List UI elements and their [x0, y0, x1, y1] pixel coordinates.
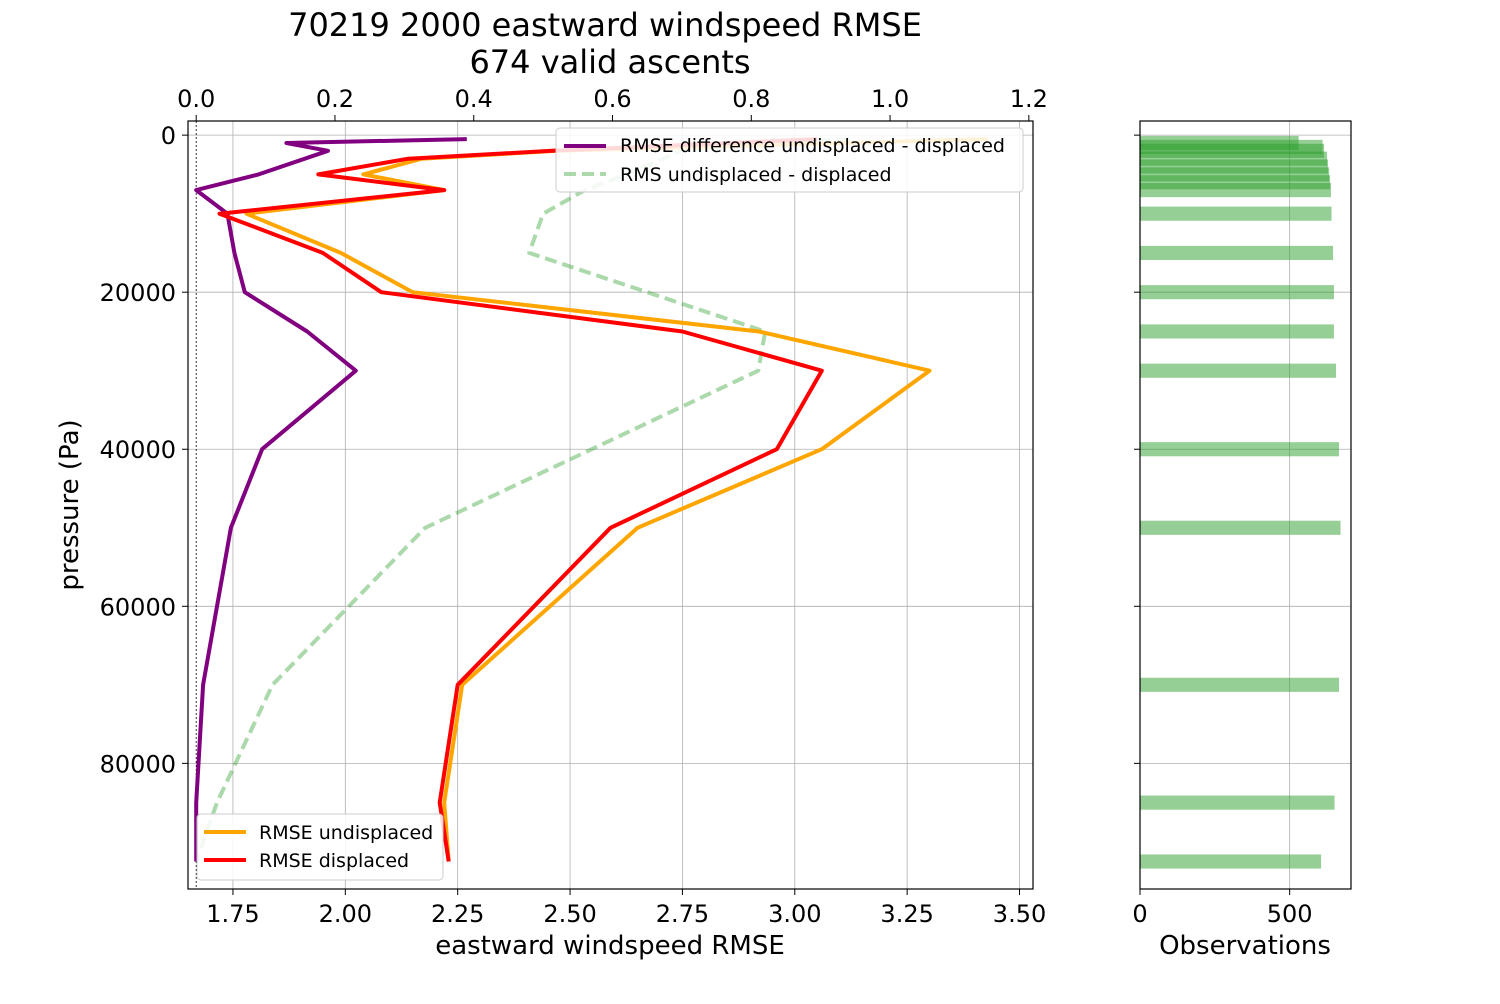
x-tick-label: 2.00	[319, 900, 372, 928]
legend-top-right-box	[555, 127, 1024, 193]
x-axis-label: eastward windspeed RMSE	[435, 931, 785, 961]
y-tick-label: 20000	[100, 279, 176, 307]
top-x-tick-label: 0.4	[455, 85, 493, 113]
x-tick-label: 3.25	[880, 900, 933, 928]
top-x-tick-label: 0.0	[177, 85, 215, 113]
series-line-rmse-difference-undisplaced-displaced	[194, 137, 467, 862]
main-grid	[188, 121, 1033, 889]
top-x-tick-label: 0.2	[316, 85, 354, 113]
legend-label-rmse-undisplaced: RMSE undisplaced	[259, 822, 433, 844]
legend-label-rmse-difference: RMSE difference undisplaced - displaced	[620, 135, 1005, 157]
figure-subtitle: 674 valid ascents	[469, 43, 750, 81]
observation-bar	[1140, 677, 1340, 692]
y-axis-label: pressure (Pa)	[55, 419, 85, 590]
obs-x-tick-label: 500	[1267, 900, 1313, 928]
obs-x-tick-label: 0	[1132, 900, 1147, 928]
x-tick-label: 3.50	[993, 900, 1046, 928]
legend-label-rms-difference: RMS undisplaced - displaced	[620, 164, 892, 186]
x-tick-label: 3.00	[768, 900, 821, 928]
y-tick-label: 40000	[100, 436, 176, 464]
observations-axis-label: Observations	[1159, 931, 1331, 961]
legend-bottom-left: RMSE undisplaced RMSE displaced	[196, 813, 444, 881]
legend-bottom-left-box	[196, 813, 444, 881]
observation-bar	[1140, 854, 1322, 869]
observation-bar	[1140, 206, 1332, 221]
top-x-tick-label: 0.6	[593, 85, 631, 113]
top-x-tick-label: 1.0	[871, 85, 909, 113]
figure-title: 70219 2000 eastward windspeed RMSE	[288, 6, 922, 44]
y-axis: 0 20000 40000 60000 80000	[100, 122, 188, 778]
x-tick-label: 2.25	[431, 900, 484, 928]
legend-top-right: RMSE difference undisplaced - displaced …	[555, 127, 1024, 193]
observation-bar	[1140, 285, 1334, 300]
observations-bars	[1140, 135, 1341, 869]
observation-bar	[1140, 324, 1334, 339]
x-tick-label: 2.75	[656, 900, 709, 928]
main-axes-frame	[187, 120, 1034, 890]
observation-bar	[1140, 795, 1335, 810]
observation-bar	[1140, 363, 1337, 378]
y-tick-label: 0	[161, 122, 176, 150]
observations-plot: 0 500 Observations	[1132, 120, 1352, 961]
top-x-tick-label: 0.8	[732, 85, 770, 113]
legend-label-rmse-displaced: RMSE displaced	[259, 850, 409, 872]
top-x-tick-label: 1.2	[1010, 85, 1048, 113]
x-tick-label: 2.50	[543, 900, 596, 928]
rmse-profile-plot: 1.75 2.00 2.25 2.50 2.75 3.00 3.25 3.50 0.0 0.2 0…	[55, 85, 1048, 961]
y-tick-label: 60000	[100, 593, 176, 621]
series-line-rmse-displaced	[217, 137, 824, 862]
observation-bar	[1140, 183, 1331, 198]
series-line-rmse-undisplaced	[244, 137, 989, 862]
x-tick-label: 1.75	[206, 900, 259, 928]
observation-bar	[1140, 520, 1341, 535]
top-x-axis: 0.0 0.2 0.4 0.6 0.8 1.0 1.2	[177, 85, 1048, 121]
observations-axes-frame	[1139, 120, 1352, 890]
observations-x-axis: 0 500	[1132, 134, 1313, 928]
observation-bar	[1140, 442, 1340, 457]
observation-bar	[1140, 245, 1334, 260]
y-tick-label: 80000	[100, 750, 176, 778]
bottom-x-axis: 1.75 2.00 2.25 2.50 2.75 3.00 3.25 3.50	[206, 889, 1046, 928]
